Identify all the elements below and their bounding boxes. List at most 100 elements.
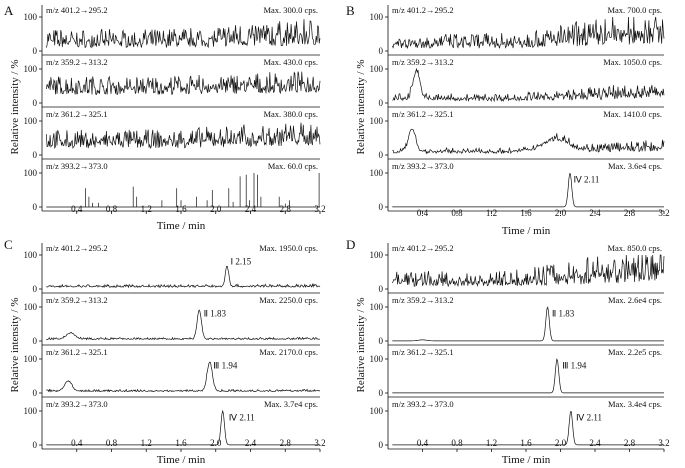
trace-1: 100 0 m/z 401.2→295.2 Max. 850.0 cps. bbox=[370, 243, 665, 294]
trace-3: 100 0 m/z 361.2→325.1 Max. 2.2e5 cps. Ⅲ 1.94 bbox=[370, 344, 664, 398]
trace-line bbox=[392, 358, 664, 394]
panel-label: A bbox=[4, 3, 14, 18]
x-tick-label: 0.4 bbox=[417, 438, 429, 448]
x-tick-label: 0.8 bbox=[106, 438, 118, 448]
peak-annotation: Ⅱ 1.83 bbox=[204, 309, 227, 319]
y-tick-label-0: 0 bbox=[379, 440, 384, 450]
trace-title: m/z 359.2→313.2 bbox=[392, 295, 454, 305]
x-tick-label: 1.6 bbox=[175, 204, 187, 214]
y-tick-label-100: 100 bbox=[24, 406, 38, 416]
x-tick-label: 0.4 bbox=[71, 204, 83, 214]
trace-title: m/z 361.2→325.1 bbox=[392, 347, 454, 357]
peak-annotation: Ⅰ 2.15 bbox=[231, 257, 252, 267]
y-tick-label-0: 0 bbox=[379, 46, 384, 56]
x-tick-label: 2.8 bbox=[624, 438, 636, 448]
x-tick-label: 1.6 bbox=[520, 438, 532, 448]
trace-2: 100 0 m/z 359.2→313.2 Max. 430.0 cps. bbox=[24, 54, 321, 108]
trace-title: m/z 359.2→313.2 bbox=[392, 57, 454, 67]
y-tick-label-0: 0 bbox=[33, 202, 38, 212]
y-tick-label-100: 100 bbox=[24, 116, 38, 126]
x-tick-label: 0.4 bbox=[417, 208, 429, 218]
y-tick-label-100: 100 bbox=[24, 250, 38, 260]
trace-line bbox=[46, 409, 320, 446]
x-tick-label: 2.0 bbox=[555, 208, 567, 218]
x-tick-label: 0.4 bbox=[71, 438, 83, 448]
y-axis-label: Relative intensity / % bbox=[355, 59, 367, 154]
trace-title: m/z 393.2→373.0 bbox=[46, 161, 108, 171]
trace-title: m/z 393.2→373.0 bbox=[46, 399, 108, 409]
trace-title: m/z 359.2→313.2 bbox=[46, 295, 108, 305]
trace-title: m/z 361.2→325.1 bbox=[46, 347, 108, 357]
x-tick-label: 2.8 bbox=[280, 438, 292, 448]
y-axis-label: Relative intensity / % bbox=[9, 59, 21, 154]
y-axis-label: Relative intensity / % bbox=[355, 297, 367, 392]
x-tick-label: 1.6 bbox=[175, 438, 187, 448]
x-axis-label: Time / min bbox=[502, 225, 551, 237]
y-tick-label-0: 0 bbox=[379, 388, 384, 398]
y-tick-label-0: 0 bbox=[379, 98, 384, 108]
trace-3: 100 0 m/z 361.2→325.1 Max. 1410.0 cps. bbox=[370, 106, 665, 160]
x-tick-label: 1.2 bbox=[141, 204, 152, 214]
y-tick-label-100: 100 bbox=[24, 354, 38, 364]
y-tick-label-100: 100 bbox=[370, 250, 384, 260]
peak-annotation: Ⅲ 1.94 bbox=[562, 361, 587, 371]
trace-max: Max. 700.0 cps. bbox=[607, 5, 662, 15]
y-tick-label-100: 100 bbox=[24, 12, 38, 22]
trace-line bbox=[391, 16, 665, 50]
x-tick-label: 2.4 bbox=[589, 438, 601, 448]
y-tick-label-0: 0 bbox=[379, 150, 384, 160]
trace-title: m/z 393.2→373.0 bbox=[392, 399, 454, 409]
trace-max: Max. 3.6e4 cps. bbox=[608, 161, 662, 171]
x-tick-label: 3.2 bbox=[658, 208, 669, 218]
y-tick-label-0: 0 bbox=[33, 284, 38, 294]
trace-title: m/z 393.2→373.0 bbox=[392, 161, 454, 171]
trace-max: Max. 2.2e5 cps. bbox=[608, 347, 662, 357]
x-tick-label: 3.2 bbox=[314, 438, 325, 448]
x-tick-label: 1.2 bbox=[486, 438, 497, 448]
x-tick-label: 3.2 bbox=[314, 204, 325, 214]
x-tick-label: 1.6 bbox=[520, 208, 532, 218]
x-tick-label: 2.0 bbox=[210, 438, 222, 448]
trace-1: 100 0 m/z 401.2→295.2 Max. 1950.0 cps. Ⅰ 2.1… bbox=[24, 243, 321, 294]
y-tick-label-0: 0 bbox=[33, 336, 38, 346]
x-tick-label: 2.8 bbox=[624, 208, 636, 218]
panel-label: D bbox=[346, 237, 355, 252]
y-tick-label-100: 100 bbox=[370, 354, 384, 364]
trace-4: 100 0 m/z 393.2→373.0 Max. 3.6e4 cps. Ⅳ 2.11 bbox=[370, 158, 664, 212]
panel-c: C 100 0 m/z 401.2→295.2 Max. 1950.0 cps. Ⅰ 2.… bbox=[4, 237, 326, 466]
trace-max: Max. 60.0 cps. bbox=[268, 161, 318, 171]
trace-max: Max. 3.7e4 cps. bbox=[264, 399, 318, 409]
trace-max: Max. 2.6e4 cps. bbox=[608, 295, 662, 305]
trace-2: 100 0 m/z 359.2→313.2 Max. 2250.0 cps. Ⅱ 1.8… bbox=[24, 292, 321, 346]
y-tick-label-100: 100 bbox=[370, 12, 384, 22]
y-tick-label-0: 0 bbox=[33, 440, 38, 450]
trace-line bbox=[45, 122, 321, 150]
trace-3: 100 0 m/z 361.2→325.1 Max. 2170.0 cps. Ⅲ 1.9… bbox=[24, 344, 321, 398]
trace-max: Max. 300.0 cps. bbox=[263, 5, 318, 15]
trace-max: Max. 1950.0 cps. bbox=[259, 243, 318, 253]
x-tick-label: 2.4 bbox=[245, 438, 257, 448]
x-tick-label: 2.8 bbox=[280, 204, 292, 214]
trace-max: Max. 2250.0 cps. bbox=[259, 295, 318, 305]
trace-max: Max. 1410.0 cps. bbox=[603, 109, 662, 119]
y-tick-label-100: 100 bbox=[370, 116, 384, 126]
x-axis-label: Time / min bbox=[157, 220, 206, 232]
trace-line bbox=[46, 309, 321, 341]
trace-line bbox=[46, 173, 320, 208]
y-axis-label: Relative intensity / % bbox=[9, 297, 21, 392]
trace-line bbox=[45, 71, 321, 96]
trace-4: 100 0 m/z 393.2→373.0 Max. 60.0 cps. bbox=[24, 158, 320, 212]
trace-line bbox=[46, 265, 321, 289]
trace-line bbox=[45, 19, 321, 49]
x-axis-label: Time / min bbox=[157, 454, 206, 466]
x-tick-label: 3.2 bbox=[658, 438, 669, 448]
x-tick-label: 2.0 bbox=[555, 438, 567, 448]
peak-annotation: Ⅳ 2.11 bbox=[576, 413, 602, 423]
peak-annotation: Ⅱ 1.83 bbox=[552, 309, 575, 319]
trace-line bbox=[391, 254, 665, 288]
trace-1: 100 0 m/z 401.2→295.2 Max. 700.0 cps. bbox=[370, 5, 665, 56]
trace-line bbox=[392, 306, 664, 342]
x-tick-label: 0.8 bbox=[106, 204, 118, 214]
